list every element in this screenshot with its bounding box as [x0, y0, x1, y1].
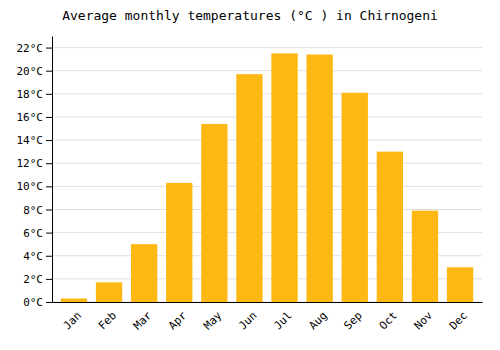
x-tick-label: Jul	[271, 309, 294, 332]
bar	[96, 282, 122, 302]
y-axis: 0°C 2°C 4°C 6°C 8°C 10°C 12°C 14°C 16°C 18°C 20°C 2…	[17, 37, 53, 310]
x-tick: Mar	[131, 309, 155, 333]
x-tick: Jun	[236, 309, 259, 332]
grid-line	[52, 209, 482, 210]
bar	[447, 267, 473, 302]
x-tick: Dec	[447, 309, 470, 332]
x-tick: Oct	[377, 309, 400, 332]
y-axis-line	[52, 37, 53, 303]
x-tick-label: Dec	[447, 309, 470, 332]
bars	[61, 53, 473, 302]
y-tick-mark	[46, 256, 52, 257]
x-axis: Jan Feb Mar Apr May Jun Jul Aug Sep Oct Nov Dec	[53, 303, 483, 333]
y-tick-label: 0°C	[23, 296, 43, 309]
y-tick: 12°C	[17, 157, 53, 170]
y-tick-mark	[46, 94, 52, 95]
x-tick: Nov	[412, 309, 436, 333]
title: Average monthly temperatures (°C ) in Ch…	[62, 8, 438, 23]
x-tick: Apr	[166, 309, 190, 333]
plot: Jan Feb Mar Apr May Jun Jul Aug Sep Oct Nov Dec 0°C 2…	[17, 37, 483, 333]
y-tick-label: 18°C	[17, 88, 44, 101]
y-tick-label: 16°C	[17, 111, 44, 124]
x-tick-label: Apr	[166, 309, 190, 333]
x-tick: Feb	[96, 309, 119, 332]
x-tick-label: Jun	[236, 309, 259, 332]
chart: Average monthly temperatures (°C ) in Ch…	[0, 0, 500, 350]
y-tick-mark	[46, 48, 52, 49]
x-tick: Jul	[271, 309, 294, 332]
bar	[412, 211, 438, 302]
y-tick: 22°C	[17, 42, 53, 55]
y-tick-mark	[46, 302, 52, 303]
x-tick: May	[201, 309, 225, 333]
y-tick-label: 14°C	[17, 134, 44, 147]
x-tick-label: Feb	[96, 309, 119, 332]
y-tick-mark	[46, 71, 52, 72]
grid-line	[52, 116, 482, 117]
bar	[61, 299, 87, 302]
grid-line	[52, 93, 482, 94]
y-tick-mark	[46, 186, 52, 187]
y-tick-mark	[46, 209, 52, 210]
y-tick-mark	[46, 279, 52, 280]
y-tick-label: 20°C	[17, 65, 44, 78]
bar	[236, 74, 262, 302]
y-tick-mark	[46, 117, 52, 118]
y-tick-mark	[46, 163, 52, 164]
y-tick: 10°C	[17, 180, 53, 193]
y-tick: 4°C	[23, 250, 52, 263]
y-tick-label: 6°C	[23, 227, 43, 240]
grid-line	[52, 140, 482, 141]
bar	[306, 55, 332, 302]
y-tick: 8°C	[23, 203, 52, 216]
x-tick-label: Mar	[131, 309, 155, 333]
grid-line	[52, 70, 482, 71]
y-tick-label: 10°C	[17, 180, 44, 193]
y-tick: 18°C	[17, 88, 53, 101]
bar	[271, 53, 297, 302]
x-tick-label: Aug	[306, 309, 329, 332]
grid-line	[52, 186, 482, 187]
x-tick: Jan	[61, 309, 84, 332]
y-tick: 2°C	[23, 273, 52, 286]
y-tick-label: 12°C	[17, 157, 44, 170]
y-tick-mark	[46, 233, 52, 234]
x-axis-line	[53, 302, 483, 303]
y-tick-mark	[46, 140, 52, 141]
bar	[377, 152, 403, 302]
y-tick: 0°C	[23, 296, 52, 309]
bar	[166, 183, 192, 302]
y-tick-label: 2°C	[23, 273, 43, 286]
y-tick-label: 4°C	[23, 250, 43, 263]
bar	[342, 93, 368, 302]
y-tick: 6°C	[23, 227, 52, 240]
y-tick-label: 22°C	[17, 42, 44, 55]
grid-line	[52, 163, 482, 164]
y-tick: 16°C	[17, 111, 53, 124]
x-tick-label: May	[201, 309, 225, 333]
x-tick: Sep	[342, 309, 365, 332]
grid-line	[52, 47, 482, 48]
bar	[201, 124, 227, 302]
x-tick-label: Jan	[61, 309, 84, 332]
x-tick-label: Nov	[412, 309, 436, 333]
y-tick-label: 8°C	[23, 203, 43, 216]
y-tick: 20°C	[17, 65, 53, 78]
x-tick-label: Sep	[342, 309, 365, 332]
grid	[52, 48, 482, 302]
bar	[131, 244, 157, 302]
x-tick: Aug	[306, 309, 329, 332]
y-tick: 14°C	[17, 134, 53, 147]
x-tick-label: Oct	[377, 309, 400, 332]
